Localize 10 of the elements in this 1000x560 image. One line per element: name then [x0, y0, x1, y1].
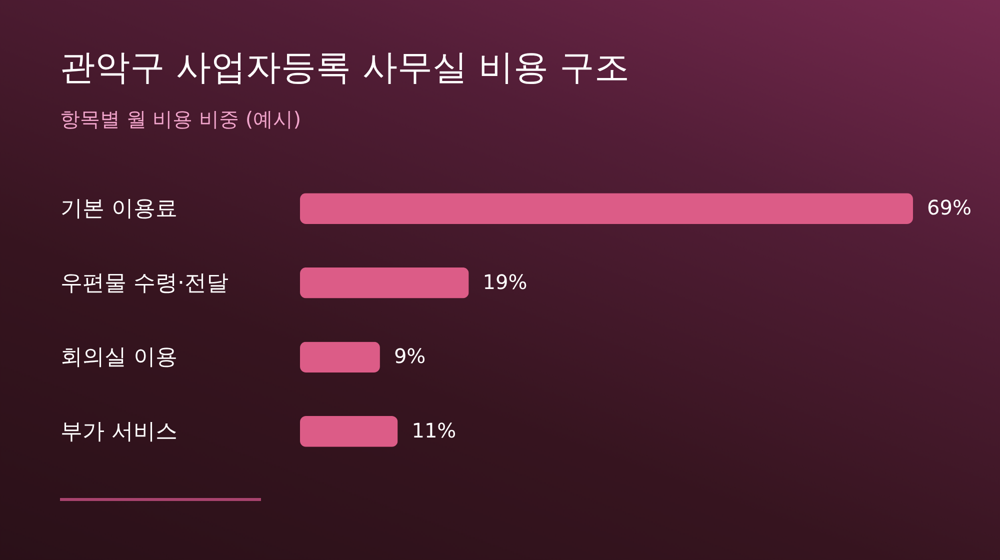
y-tick-label: 회의실 이용 [60, 345, 178, 370]
y-tick-label: 우편물 수령·전달 [60, 270, 228, 296]
y-tick-label: 기본 이용료 [60, 196, 178, 222]
chart-subtitle: 항목별 월 비용 비중 (예시) [60, 106, 302, 133]
data-label: 9% [394, 344, 426, 368]
chart-title: 관악구 사업자등록 사무실 비용 구조 [60, 47, 630, 90]
data-label: 69% [927, 196, 972, 220]
data-label: 11% [412, 418, 456, 442]
data-label: 19% [482, 270, 528, 294]
y-tick-label: 부가 서비스 [60, 419, 178, 444]
